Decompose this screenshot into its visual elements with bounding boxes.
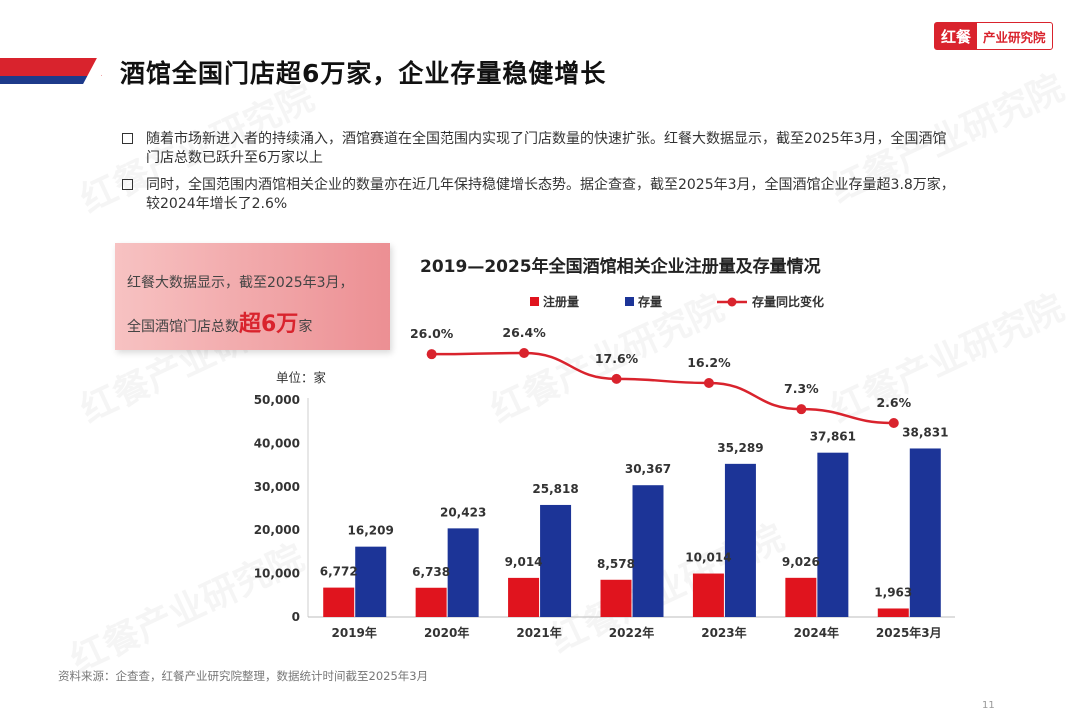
bar-存量 [355,546,387,617]
bullet-item: 随着市场新进入者的持续涌入，酒馆赛道在全国范围内实现了门店数量的快速扩张。红餐大… [118,130,958,168]
line-point [611,373,622,384]
callout-suffix: 家 [298,319,313,335]
y-tick-label: 40,000 [254,436,300,450]
bar-注册量 [508,577,540,617]
bar-注册量 [600,579,632,617]
x-tick-label: 2022年 [609,625,654,640]
data-label-存量: 37,861 [810,430,856,444]
logo-mark: 红餐 [935,23,978,49]
line-data-label: 16.2% [687,355,731,370]
y-tick-label: 30,000 [254,480,300,494]
chart-title: 2019—2025年全国酒馆相关企业注册量及存量情况 [420,257,821,277]
line-data-label: 2.6% [876,395,911,410]
bullet-text: 同时，全国范围内酒馆相关企业的数量亦在近几年保持稳健增长态势。据企查查，截至20… [146,177,955,212]
bar-注册量 [785,577,817,617]
bar-注册量 [323,587,355,617]
data-label-存量: 35,289 [717,441,763,455]
unit-label: 单位：家 [276,370,327,385]
y-tick-label: 20,000 [254,523,300,537]
data-label-注册量: 8,578 [597,557,635,571]
y-tick-label: 0 [292,610,300,624]
line-data-label: 7.3% [784,381,819,396]
callout-prefix: 全国酒馆门店总数 [127,319,239,335]
bar-存量 [817,452,849,617]
bullet-item: 同时，全国范围内酒馆相关企业的数量亦在近几年保持稳健增长态势。据企查查，截至20… [118,176,958,214]
logo-text: 产业研究院 [983,29,1046,45]
line-point [426,349,437,360]
callout-box: 红餐大数据显示，截至2025年3月， 全国酒馆门店总数超6万家 [115,243,390,350]
checkbox-square-icon [122,179,133,190]
x-tick-label: 2021年 [516,625,561,640]
x-tick-label: 2020年 [424,625,469,640]
callout-line2: 全国酒馆门店总数超6万家 [127,306,312,338]
bar-存量 [540,504,572,617]
data-label-存量: 16,209 [348,524,394,538]
legend-swatch-注册量 [530,297,539,306]
legend-label-存量: 存量 [637,294,662,309]
bar-注册量 [415,587,447,617]
bar-注册量 [692,573,724,617]
legend-marker-存量同比变化 [727,297,737,307]
source-note: 资料来源：企查查，红餐产业研究院整理，数据统计时间截至2025年3月 [58,669,429,683]
data-label-存量: 20,423 [440,505,486,519]
checkbox-square-icon [122,133,133,144]
y-tick-label: 50,000 [254,393,300,407]
data-label-存量: 30,367 [625,462,671,476]
line-data-label: 26.4% [502,325,546,340]
line-data-label: 17.6% [595,351,639,366]
legend-label-存量同比变化: 存量同比变化 [751,294,824,309]
bullet-list: 随着市场新进入者的持续涌入，酒馆赛道在全国范围内实现了门店数量的快速扩张。红餐大… [118,130,958,222]
line-point [703,378,714,388]
x-tick-label: 2023年 [701,625,746,640]
data-label-注册量: 6,738 [412,565,450,579]
title-accent-blue [0,76,96,84]
data-label-存量: 38,831 [902,425,948,439]
line-point [519,348,530,358]
bar-存量 [724,463,756,617]
line-存量同比变化 [431,351,894,425]
page-number: 11 [982,700,995,711]
bar-存量 [909,448,941,617]
legend-label-注册量: 注册量 [543,294,579,309]
data-label-注册量: 9,026 [782,555,820,569]
bar-注册量 [877,608,909,617]
x-tick-label: 2025年3月 [876,625,942,640]
line-point [888,418,899,428]
x-tick-label: 2024年 [794,625,839,640]
y-tick-label: 10,000 [254,567,300,581]
logo: 红餐 产业研究院 [934,22,1053,50]
data-label-注册量: 6,772 [320,565,358,579]
page-title: 酒馆全国门店超6万家，企业存量稳健增长 [120,59,607,88]
line-point [796,404,807,415]
bar-存量 [632,485,664,617]
callout-highlight: 超6万 [239,312,299,337]
data-label-注册量: 10,014 [685,551,731,565]
bar-存量 [447,528,479,617]
data-label-注册量: 9,014 [505,555,543,569]
title-accent-red [0,58,102,76]
x-tick-label: 2019年 [332,625,377,640]
line-data-label: 26.0% [410,326,454,341]
legend-swatch-存量 [625,297,634,306]
callout-line1: 红餐大数据显示，截至2025年3月， [127,275,354,291]
data-label-注册量: 1,963 [874,585,912,599]
data-label-存量: 25,818 [532,482,578,496]
bullet-text: 随着市场新进入者的持续涌入，酒馆赛道在全国范围内实现了门店数量的快速扩张。红餐大… [146,131,947,166]
